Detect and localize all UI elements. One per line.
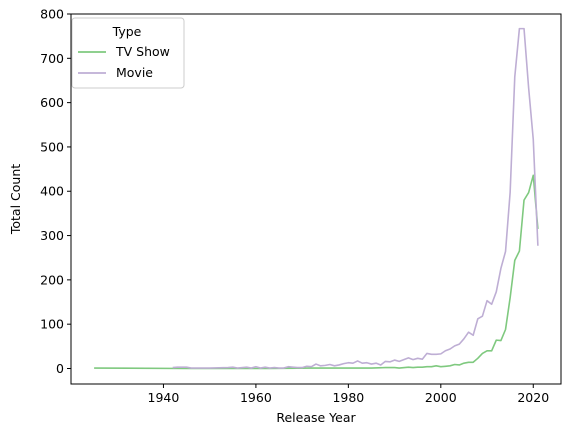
- legend-items: TV Show Movie: [78, 44, 170, 80]
- y-tick-label: 700: [40, 51, 64, 66]
- y-axis: 0 100 200 300 400 500 600 700 800: [40, 7, 71, 376]
- x-tick-label: 2000: [425, 390, 457, 405]
- x-tick-label: 1940: [148, 390, 180, 405]
- series-line-tv-show: [94, 174, 539, 370]
- y-tick-label: 400: [40, 184, 64, 199]
- plot-frame: [70, 13, 562, 385]
- legend-box: [71, 17, 185, 89]
- legend-label-tv-show: TV Show: [115, 44, 170, 59]
- legend-label-movie: Movie: [116, 65, 153, 80]
- plot-area: [70, 13, 562, 385]
- x-axis-label: Release Year: [276, 410, 356, 425]
- x-tick-label: 2020: [517, 390, 549, 405]
- x-tick-label: 1960: [240, 390, 272, 405]
- series-line-movie: [172, 27, 539, 369]
- y-axis-label: Total Count: [8, 164, 23, 235]
- x-tick-label: 1980: [332, 390, 364, 405]
- y-tick-label: 800: [40, 7, 64, 22]
- y-tick-label: 600: [40, 95, 64, 110]
- x-axis: 1940 1960 1980 2000 2020: [148, 384, 549, 405]
- y-tick-label: 500: [40, 139, 64, 154]
- y-tick-label: 300: [40, 228, 64, 243]
- y-tick-label: 0: [56, 361, 64, 376]
- y-tick-label: 200: [40, 272, 64, 287]
- legend-title: Type: [112, 24, 142, 39]
- y-tick-label: 100: [40, 317, 64, 332]
- series-layer: [94, 27, 539, 370]
- legend: Type TV Show Movie: [71, 17, 185, 89]
